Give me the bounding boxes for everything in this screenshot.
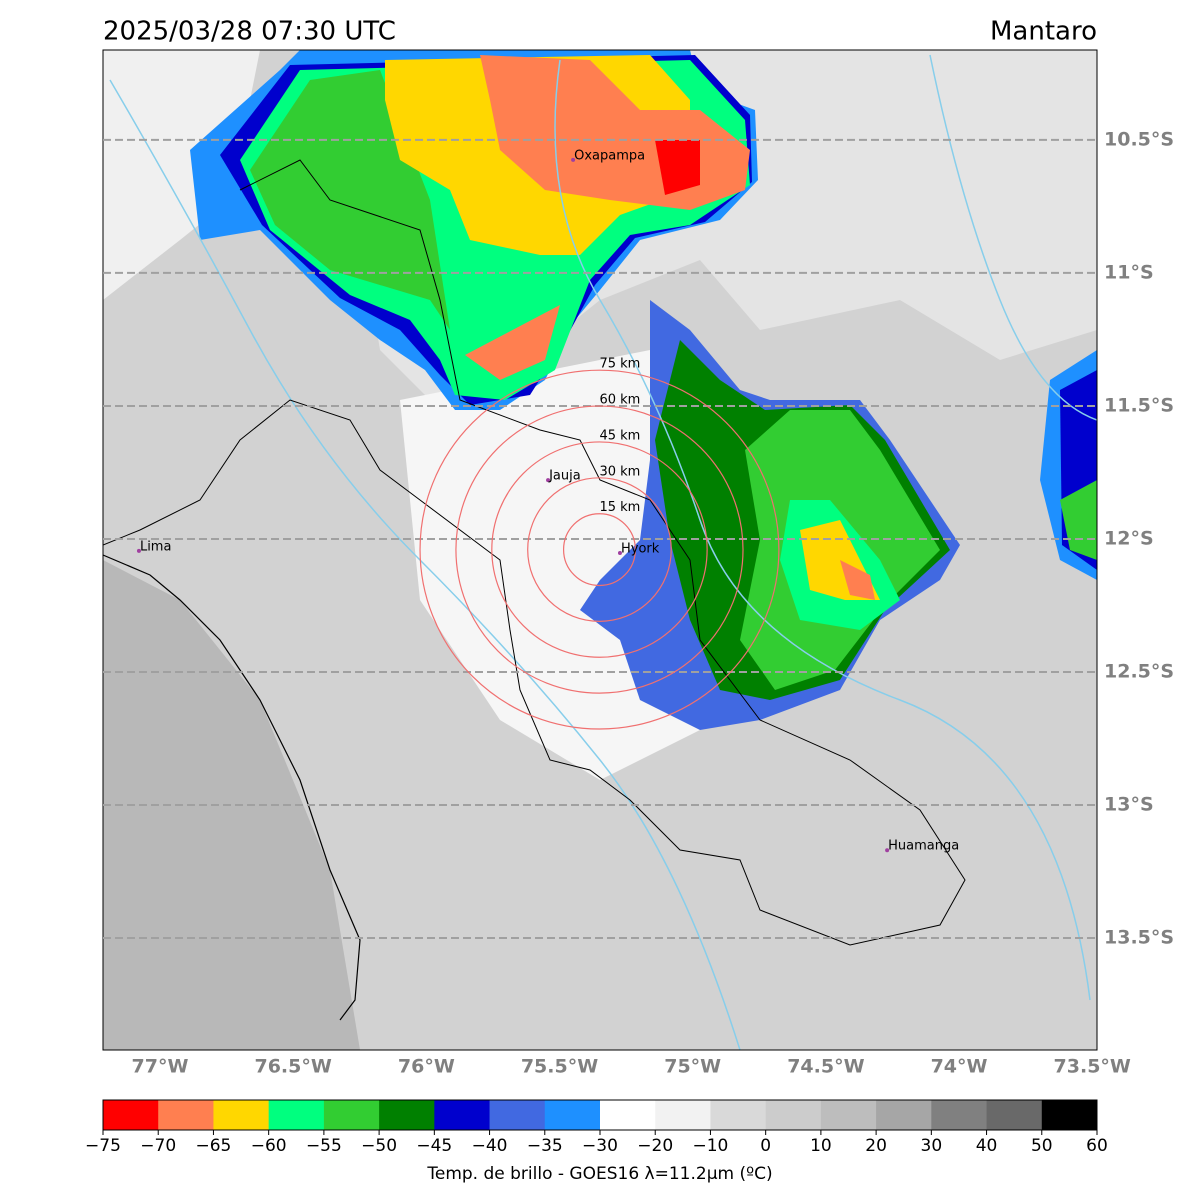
colorbar-segment — [103, 1100, 159, 1130]
imagery — [103, 50, 1097, 1050]
colorbar-segment — [765, 1100, 822, 1130]
lon-tick-label: 76.5°W — [254, 1056, 331, 1078]
city-marker — [136, 548, 141, 553]
basin-boundary — [103, 159, 966, 946]
lon-tick-label: 77°W — [132, 1056, 189, 1078]
range-ring — [455, 405, 744, 694]
colorbar-tick-label: 20 — [865, 1136, 887, 1156]
colorbar-tick-label: 40 — [976, 1136, 998, 1156]
lat-tick-label: 12°S — [1104, 527, 1154, 549]
colorbar-tick-label: −40 — [472, 1136, 508, 1156]
range-ring-label: 75 km — [599, 357, 640, 372]
cloud — [465, 305, 560, 380]
city-label: Oxapampa — [574, 148, 645, 163]
colorbar-tick-label: 50 — [1031, 1136, 1053, 1156]
range-ring — [527, 477, 672, 622]
range-ring-label: 30 km — [599, 464, 640, 479]
lon-tick-label: 76°W — [398, 1056, 455, 1078]
city-label: Huamanga — [888, 839, 959, 854]
colorbar-segment — [986, 1100, 1043, 1130]
range-ring-label: 15 km — [599, 500, 640, 515]
overlay — [103, 138, 1097, 940]
lat-tick-label: 13.5°S — [1104, 927, 1174, 949]
colorbar-segment — [876, 1100, 932, 1130]
city-marker — [885, 848, 890, 853]
colorbar-tick-label: −55 — [306, 1136, 342, 1156]
lon-tick-label: 74.5°W — [787, 1056, 864, 1078]
colorbar-tick-label: 0 — [760, 1136, 771, 1156]
city-label: Hyork — [621, 542, 660, 557]
colorbar-tick-label: 30 — [921, 1136, 943, 1156]
colorbar-segment — [323, 1100, 380, 1130]
ocean-area — [103, 560, 360, 1050]
colorbar-tick-label: −70 — [140, 1136, 176, 1156]
cloud — [840, 560, 875, 600]
colorbar-segment — [158, 1100, 214, 1130]
coastline — [103, 554, 361, 1021]
region-name: Mantaro — [990, 17, 1097, 47]
colorbar-segment — [710, 1100, 767, 1130]
colorbar-tick-label: −75 — [85, 1136, 121, 1156]
river — [554, 59, 1091, 1001]
colorbar-tick-label: −10 — [692, 1136, 728, 1156]
colorbar-tick-label: −30 — [582, 1136, 618, 1156]
lon-tick-label: 75.5°W — [521, 1056, 598, 1078]
lon-tick-label: 74°W — [931, 1056, 988, 1078]
title: 2025/03/28 07:30 UTC — [103, 17, 396, 47]
city-marker — [571, 157, 576, 162]
cloud — [655, 140, 700, 195]
range-ring — [419, 369, 780, 730]
colorbar-segment — [379, 1100, 435, 1130]
colorbar-segment — [489, 1100, 546, 1130]
colorbar-tick-label: −20 — [637, 1136, 673, 1156]
colorbar-segment — [655, 1100, 711, 1130]
light-area — [103, 50, 260, 300]
colorbar-segment — [600, 1100, 656, 1130]
colorbar-tick-label: −35 — [527, 1136, 563, 1156]
range-ring-label: 45 km — [599, 428, 640, 443]
colorbar-tick-label: −45 — [416, 1136, 452, 1156]
colorbar-segment — [544, 1100, 601, 1130]
lat-tick-label: 13°S — [1104, 793, 1154, 815]
range-ring — [562, 513, 636, 587]
colorbar-tick-label: −65 — [195, 1136, 231, 1156]
colorbar-segment — [268, 1100, 325, 1130]
colorbar-tick-label: 60 — [1086, 1136, 1108, 1156]
lon-tick-label: 73.5°W — [1054, 1056, 1131, 1078]
city-marker — [546, 478, 551, 483]
city-marker — [617, 551, 622, 556]
river — [929, 54, 1097, 421]
lat-tick-label: 10.5°S — [1104, 128, 1174, 150]
lon-tick-label: 75°W — [664, 1056, 721, 1078]
lat-tick-label: 11°S — [1104, 261, 1154, 283]
city-label: Lima — [140, 539, 171, 554]
colorbar-tick-label: −60 — [251, 1136, 287, 1156]
colorbar-tick-label: −50 — [361, 1136, 397, 1156]
cloud — [1060, 480, 1097, 560]
colorbar-segment — [434, 1100, 491, 1130]
colorbar-segment — [820, 1100, 877, 1130]
lat-tick-label: 12.5°S — [1104, 660, 1174, 682]
map-frame — [102, 49, 1098, 1051]
city-label: Jauja — [548, 469, 581, 484]
colorbar-label: Temp. de brillo - GOES16 λ=11.2μm (ºC) — [426, 1164, 772, 1184]
colorbar-segment — [213, 1100, 270, 1130]
colorbar-segment — [1041, 1100, 1098, 1130]
colorbar-tick-label: 10 — [810, 1136, 832, 1156]
colorbar-segment — [931, 1100, 988, 1130]
range-ring — [491, 441, 708, 658]
range-ring-label: 60 km — [599, 393, 640, 408]
lat-tick-label: 11.5°S — [1104, 394, 1174, 416]
